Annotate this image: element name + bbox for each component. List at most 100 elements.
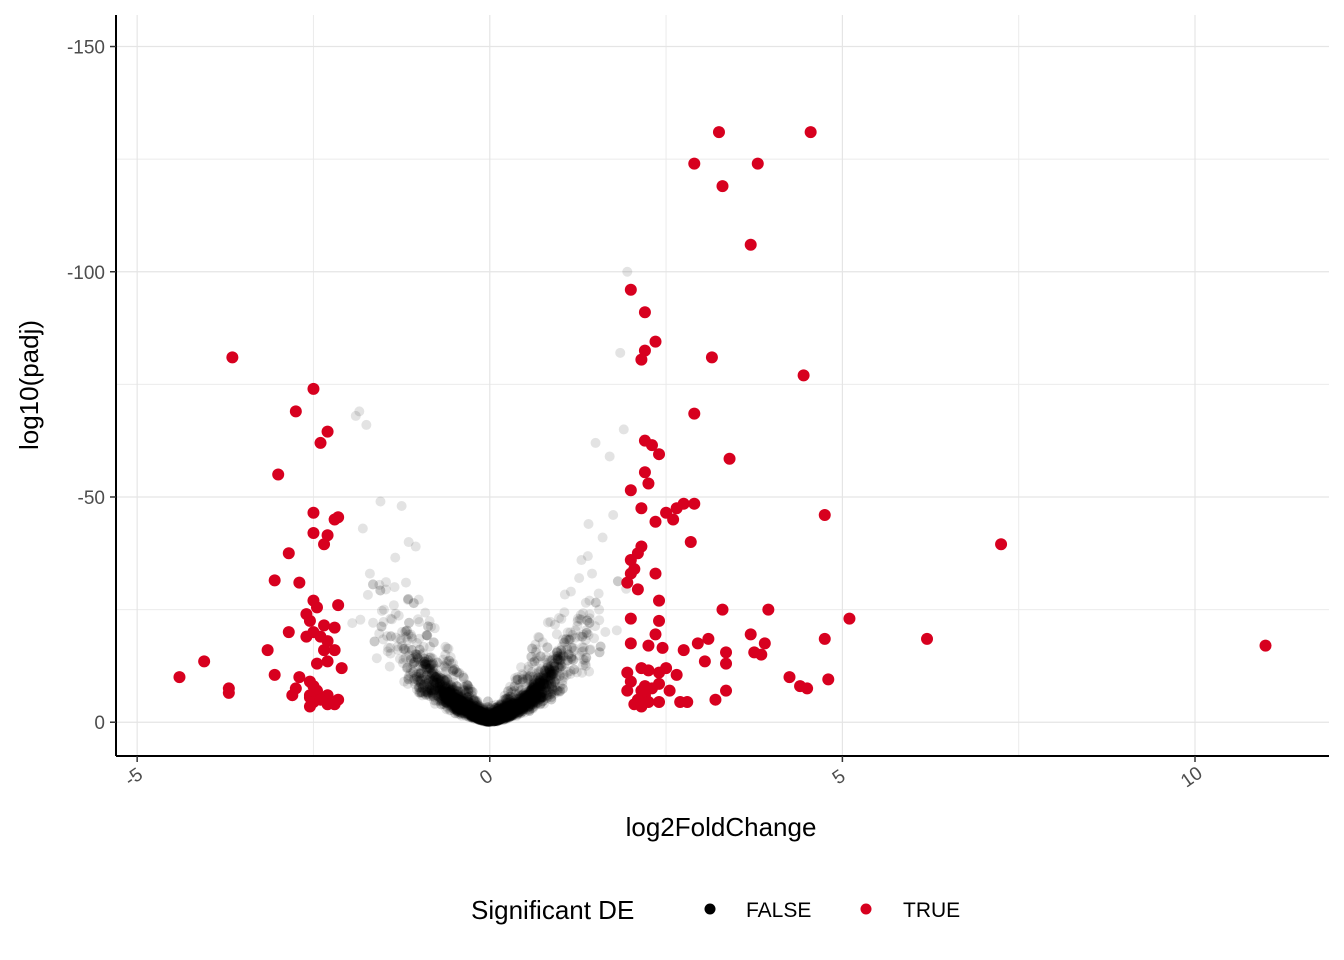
point-false bbox=[503, 705, 514, 716]
point-false bbox=[528, 677, 539, 688]
point-false bbox=[519, 700, 530, 711]
point-false bbox=[427, 658, 438, 669]
point-false bbox=[444, 694, 455, 705]
point-false bbox=[445, 686, 456, 697]
point-false bbox=[471, 704, 482, 715]
point-false bbox=[483, 716, 494, 727]
point-false bbox=[442, 698, 453, 709]
point-false bbox=[540, 681, 551, 692]
point-false bbox=[496, 698, 507, 709]
point-false bbox=[517, 676, 528, 687]
point-false bbox=[491, 702, 502, 713]
point-false bbox=[482, 710, 493, 721]
point-false bbox=[453, 700, 464, 711]
point-false bbox=[428, 687, 439, 698]
point-true bbox=[303, 700, 316, 713]
point-false bbox=[467, 710, 478, 721]
point-false bbox=[453, 698, 464, 709]
point-false bbox=[481, 711, 492, 722]
point-false bbox=[411, 637, 422, 648]
point-false bbox=[538, 678, 549, 689]
point-false bbox=[501, 706, 512, 717]
point-false bbox=[494, 708, 505, 719]
point-false bbox=[457, 701, 468, 712]
point-false bbox=[464, 709, 475, 720]
point-false bbox=[428, 690, 439, 701]
point-false bbox=[446, 697, 457, 708]
point-false bbox=[453, 692, 464, 703]
point-false bbox=[463, 705, 474, 716]
point-false bbox=[501, 714, 512, 725]
point-false bbox=[475, 706, 486, 717]
point-false bbox=[444, 697, 455, 708]
point-false bbox=[574, 631, 585, 642]
point-false bbox=[470, 706, 481, 717]
point-false bbox=[554, 670, 565, 681]
point-false bbox=[512, 705, 523, 716]
point-false bbox=[443, 691, 454, 702]
point-false bbox=[481, 716, 492, 727]
point-false bbox=[464, 705, 475, 716]
point-false bbox=[422, 665, 433, 676]
point-false bbox=[461, 706, 472, 717]
point-false bbox=[390, 608, 401, 619]
point-false bbox=[435, 696, 446, 707]
point-false bbox=[445, 698, 456, 709]
point-false bbox=[471, 708, 482, 719]
point-false bbox=[504, 711, 515, 722]
point-false bbox=[555, 661, 566, 672]
point-false bbox=[444, 692, 455, 703]
point-false bbox=[476, 712, 487, 723]
point-false bbox=[568, 654, 579, 665]
point-false bbox=[530, 697, 541, 708]
point-false bbox=[473, 709, 484, 720]
point-false bbox=[468, 710, 479, 721]
point-false bbox=[426, 685, 437, 696]
point-false bbox=[517, 697, 528, 708]
point-false bbox=[464, 707, 475, 718]
point-false bbox=[516, 705, 527, 716]
point-false bbox=[487, 715, 498, 726]
point-false bbox=[435, 676, 446, 687]
point-false bbox=[547, 684, 558, 695]
point-false bbox=[493, 710, 504, 721]
point-false bbox=[462, 704, 473, 715]
point-false bbox=[521, 700, 532, 711]
point-false bbox=[488, 712, 499, 723]
point-false bbox=[499, 710, 510, 721]
point-false bbox=[487, 713, 498, 724]
point-false bbox=[489, 715, 500, 726]
point-false bbox=[483, 711, 494, 722]
point-false bbox=[426, 659, 437, 670]
point-false bbox=[535, 677, 546, 688]
point-false bbox=[510, 698, 521, 709]
point-false bbox=[566, 642, 577, 653]
point-false bbox=[426, 685, 437, 696]
point-false bbox=[485, 707, 496, 718]
point-false bbox=[449, 684, 460, 695]
point-false bbox=[484, 713, 495, 724]
point-false bbox=[535, 651, 546, 662]
point-false bbox=[483, 713, 494, 724]
point-false bbox=[558, 672, 569, 683]
point-false bbox=[477, 711, 488, 722]
point-false bbox=[420, 607, 431, 618]
point-true bbox=[318, 644, 331, 657]
point-false bbox=[491, 713, 502, 724]
point-false bbox=[468, 709, 479, 720]
point-false bbox=[446, 699, 457, 710]
point-false bbox=[505, 705, 516, 716]
point-false bbox=[466, 705, 477, 716]
point-false bbox=[494, 711, 505, 722]
point-false bbox=[577, 631, 588, 642]
point-false bbox=[475, 715, 486, 726]
point-false bbox=[459, 706, 470, 717]
point-false bbox=[463, 690, 474, 701]
point-false bbox=[496, 713, 507, 724]
point-false bbox=[494, 713, 505, 724]
point-false bbox=[500, 708, 511, 719]
point-false bbox=[453, 690, 464, 701]
point-false bbox=[485, 710, 496, 721]
point-false bbox=[471, 712, 482, 723]
point-false bbox=[475, 709, 486, 720]
